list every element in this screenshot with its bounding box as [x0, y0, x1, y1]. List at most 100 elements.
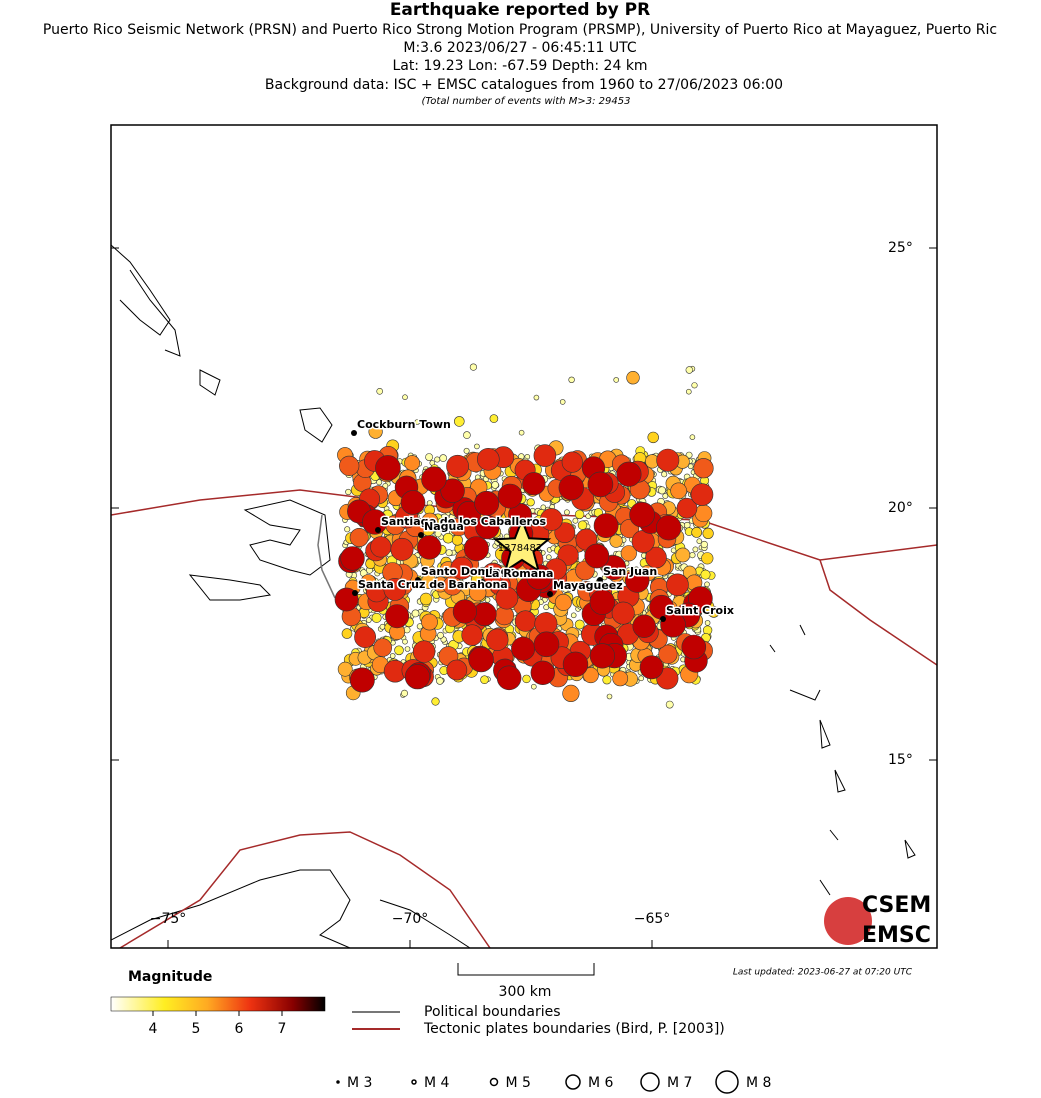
- event: [545, 554, 552, 561]
- event: [530, 683, 537, 690]
- event: [468, 646, 494, 673]
- event: [421, 466, 447, 492]
- event: [701, 552, 714, 565]
- colorbar-title: Magnitude: [128, 969, 212, 985]
- size-label: M 5: [506, 1075, 531, 1091]
- event: [402, 638, 408, 645]
- city-marker: [418, 532, 424, 538]
- event: [491, 481, 499, 489]
- event: [411, 609, 420, 618]
- lon-label: −65°: [634, 911, 671, 927]
- city-label: Santa Cruz de Barahona: [358, 578, 508, 591]
- event: [687, 463, 694, 470]
- event: [419, 592, 433, 606]
- event: [561, 451, 583, 473]
- coast: [111, 244, 171, 336]
- political-boundary: [317, 514, 336, 599]
- event: [495, 586, 519, 610]
- tectonic-boundary: [819, 559, 937, 666]
- tectonic-boundary: [119, 831, 491, 948]
- coastlines: [111, 244, 916, 948]
- event: [526, 564, 552, 590]
- colorbar-label: 6: [235, 1021, 244, 1037]
- event: [554, 593, 572, 611]
- city-label: Santo Domingo: [421, 565, 516, 578]
- event: [702, 527, 714, 540]
- event: [400, 490, 426, 515]
- event: [574, 619, 585, 630]
- subtitle: Puerto Rico Seismic Network (PRSN) and P…: [43, 22, 997, 38]
- event: [693, 458, 714, 479]
- event: [676, 497, 698, 519]
- legend: Magnitude 300 km Political boundaries Te…: [110, 893, 931, 1094]
- event: [404, 664, 431, 690]
- event: [451, 534, 463, 546]
- event: [612, 670, 629, 687]
- colorbar-label: 4: [149, 1021, 158, 1037]
- event: [647, 431, 659, 444]
- coast: [299, 407, 333, 443]
- event: [453, 416, 465, 427]
- event: [522, 674, 531, 684]
- title: Earthquake reported by PR: [390, 0, 650, 20]
- event: [349, 667, 375, 693]
- event: [582, 667, 599, 684]
- event: [639, 655, 664, 680]
- event: [557, 544, 579, 566]
- lat-label: 25°: [888, 240, 913, 256]
- event: [559, 399, 566, 405]
- event: [611, 601, 635, 625]
- event: [417, 535, 442, 560]
- city-marker: [351, 430, 357, 436]
- size-key: [336, 1080, 340, 1084]
- event: [666, 573, 689, 597]
- size-key: [640, 1072, 660, 1092]
- event: [670, 482, 687, 500]
- size-label: M 8: [746, 1075, 771, 1091]
- event: [436, 677, 444, 685]
- event: [400, 689, 408, 697]
- event: [704, 620, 711, 626]
- event: [685, 366, 693, 374]
- event: [694, 504, 713, 523]
- event: [616, 461, 642, 487]
- event: [688, 586, 713, 611]
- event: [404, 646, 411, 652]
- event: [587, 471, 614, 498]
- event: [632, 614, 656, 638]
- event: [354, 626, 377, 649]
- event: [375, 455, 401, 481]
- lesser-antilles: [769, 624, 916, 896]
- event: [645, 546, 667, 569]
- event: [341, 628, 353, 639]
- lon-label: −75°: [150, 911, 187, 927]
- scale-label: 300 km: [499, 984, 552, 1000]
- event: [337, 661, 353, 677]
- event: [577, 520, 588, 530]
- size-key: [565, 1074, 581, 1090]
- size-label: M 6: [588, 1075, 614, 1091]
- event: [683, 521, 691, 529]
- event: [345, 488, 352, 496]
- event: [522, 472, 546, 496]
- event: [373, 638, 393, 657]
- city-label: Santiago de los Caballeros: [381, 515, 547, 528]
- event: [402, 394, 408, 401]
- coast: [199, 369, 221, 396]
- main-event: [492, 517, 552, 573]
- event: [562, 586, 569, 593]
- event: [700, 540, 708, 549]
- event: [540, 504, 547, 511]
- event: [626, 371, 640, 385]
- event: [624, 568, 650, 593]
- event: [689, 551, 696, 559]
- lat-label: 15°: [888, 752, 913, 768]
- event: [383, 578, 407, 601]
- event: [661, 471, 668, 478]
- events: 1378482 Cockburn Town Santiago de los Caba…: [334, 363, 735, 709]
- event: [439, 454, 448, 462]
- event: [696, 538, 703, 545]
- event: [340, 546, 365, 571]
- city-label: Saint Croix: [666, 604, 734, 617]
- event: [489, 414, 499, 423]
